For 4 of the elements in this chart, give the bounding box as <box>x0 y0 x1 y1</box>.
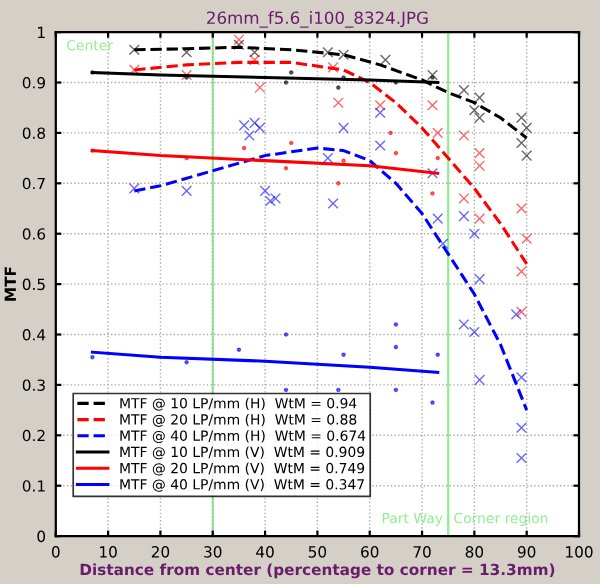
line-series <box>132 60 529 266</box>
chart-title: 26mm_f5.6_i100_8324.JPG <box>207 11 428 28</box>
line-series <box>90 149 440 175</box>
line-series <box>90 350 440 374</box>
